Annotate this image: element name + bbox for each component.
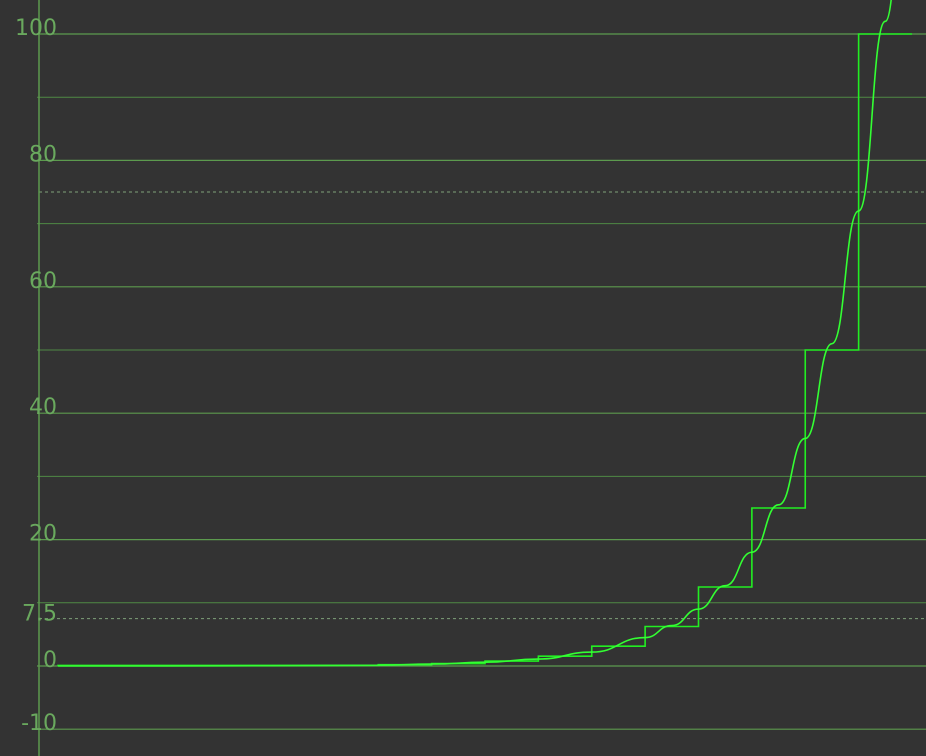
y-tick-label: 0 (43, 648, 57, 673)
series-layer (57, 0, 912, 667)
y-tick-label: 80 (29, 142, 57, 167)
dashed-level-label: 7.5 (22, 602, 57, 627)
y-tick-label: 100 (15, 16, 57, 41)
y-tick-label: 20 (29, 522, 57, 547)
y-tick-label: -10 (21, 711, 57, 736)
y-tick-label: 40 (29, 395, 57, 420)
tick-labels: 100 80 60 40 20 0 -10 7.5 (15, 16, 57, 736)
curve-series-line (57, 0, 892, 667)
y-tick-label: 60 (29, 269, 57, 294)
grid-layer (37, 33, 926, 730)
